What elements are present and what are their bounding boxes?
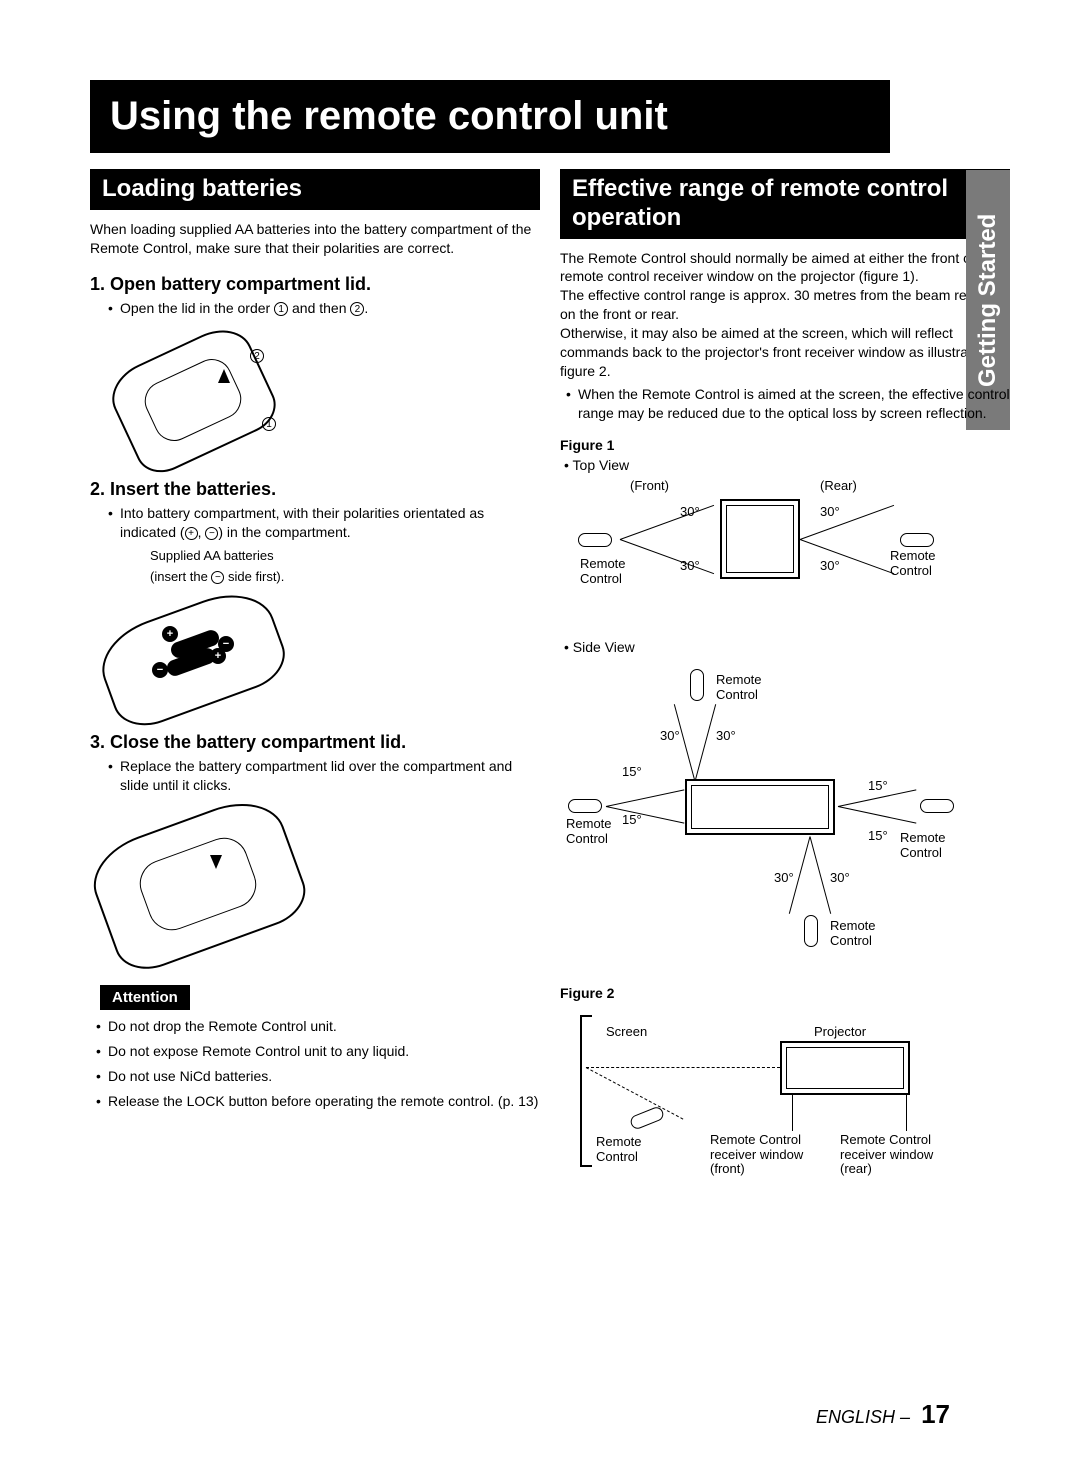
step2-caption2: (insert the − side first).	[90, 569, 540, 586]
tv-rear: (Rear)	[820, 479, 857, 494]
figure1-topview: (Front) (Rear) 30° 30° 30° 30° Remote Co…	[560, 479, 1010, 629]
f2-rc: Remote Control	[596, 1135, 656, 1165]
step2-bullet: Into battery compartment, with their pol…	[90, 504, 540, 542]
step2-text-c: ) in the compartment.	[218, 524, 350, 540]
step1-title: 1. Open battery compartment lid.	[90, 274, 540, 295]
step2-title: 2. Insert the batteries.	[90, 479, 540, 500]
f2-rcv-rear: Remote Control receiver window (rear)	[840, 1133, 950, 1178]
range-bullet: When the Remote Control is aimed at the …	[560, 385, 1010, 423]
f2-screen: Screen	[606, 1025, 647, 1040]
sv-30-3: 30°	[774, 871, 794, 886]
page-footer: ENGLISH – 17	[816, 1399, 950, 1430]
figure2-label: Figure 2	[560, 985, 1010, 1001]
diagram1-marker-1: 1	[262, 417, 276, 431]
attention-item-3: Release the LOCK button before operating…	[90, 1091, 540, 1112]
left-column: Loading batteries When loading supplied …	[90, 169, 540, 1191]
circled-2: 2	[350, 302, 364, 316]
step1-bullet: Open the lid in the order 1 and then 2.	[90, 299, 540, 318]
attention-item-2: Do not use NiCd batteries.	[90, 1066, 540, 1087]
circled-minus-cap: −	[211, 571, 224, 584]
attention-item-0: Do not drop the Remote Control unit.	[90, 1016, 540, 1037]
topview-label: • Top View	[564, 457, 1010, 473]
figure2-diagram: Screen Projector Remote Control Remote C…	[560, 1001, 1010, 1191]
sv-rc-top: Remote Control	[716, 673, 776, 703]
f2-projector: Projector	[814, 1025, 866, 1040]
sv-rc-right: Remote Control	[900, 831, 960, 861]
range-intro2: The effective control range is approx. 3…	[560, 286, 1010, 324]
sv-30-4: 30°	[830, 871, 850, 886]
sideview-label: • Side View	[564, 639, 1010, 655]
step2-caption1: Supplied AA batteries	[90, 548, 540, 565]
step1-text-a: Open the lid in the order	[120, 300, 274, 316]
tv-rc-left: Remote Control	[580, 557, 640, 587]
sv-15-4: 15°	[868, 829, 888, 844]
step1-text-c: .	[364, 300, 368, 316]
sv-rc-left: Remote Control	[566, 817, 626, 847]
step2-cap2-a: (insert the	[150, 569, 211, 584]
tv-30-1: 30°	[680, 505, 700, 520]
diagram-close-lid	[96, 805, 316, 965]
circled-minus: −	[205, 527, 218, 540]
step3-bullet: Replace the battery compartment lid over…	[90, 757, 540, 795]
loading-intro: When loading supplied AA batteries into …	[90, 220, 540, 258]
right-column: Effective range of remote control operat…	[560, 169, 1010, 1191]
step1-text-b: and then	[288, 300, 350, 316]
sv-rc-bottom: Remote Control	[830, 919, 890, 949]
diagram-open-lid: 2 1	[110, 327, 290, 467]
circled-1: 1	[274, 302, 288, 316]
page-main-title: Using the remote control unit	[90, 80, 890, 153]
figure1-label: Figure 1	[560, 437, 1010, 453]
diagram1-marker-2: 2	[250, 349, 264, 363]
sv-30-1: 30°	[660, 729, 680, 744]
footer-language: ENGLISH –	[816, 1407, 910, 1427]
attention-item-1: Do not expose Remote Control unit to any…	[90, 1041, 540, 1062]
section-loading-batteries: Loading batteries	[90, 169, 540, 210]
range-intro1: The Remote Control should normally be ai…	[560, 249, 1010, 287]
diagram-insert-batteries: + − − +	[100, 590, 300, 720]
f2-rcv-front: Remote Control receiver window (front)	[710, 1133, 820, 1178]
step3-title: 3. Close the battery compartment lid.	[90, 732, 540, 753]
figure1-sideview: Remote Control 30° 30° Remote Control 15…	[560, 661, 1010, 971]
sv-15-3: 15°	[868, 779, 888, 794]
tv-rc-right: Remote Control	[890, 549, 950, 579]
step2-cap2-b: side first).	[224, 569, 284, 584]
range-intro3: Otherwise, it may also be aimed at the s…	[560, 324, 1010, 381]
tv-30-4: 30°	[820, 559, 840, 574]
sv-15-2: 15°	[622, 813, 642, 828]
step2-text-b: ,	[198, 524, 206, 540]
step3-text: Replace the battery compartment lid over…	[120, 758, 512, 793]
tv-30-3: 30°	[820, 505, 840, 520]
sv-15-1: 15°	[622, 765, 642, 780]
circled-plus: +	[185, 527, 198, 540]
footer-page: 17	[921, 1399, 950, 1429]
sv-30-2: 30°	[716, 729, 736, 744]
tv-30-2: 30°	[680, 559, 700, 574]
attention-badge: Attention	[100, 985, 190, 1010]
range-bullet-text: When the Remote Control is aimed at the …	[578, 386, 1010, 421]
section-effective-range: Effective range of remote control operat…	[560, 169, 1010, 239]
tv-front: (Front)	[630, 479, 669, 494]
attention-list: Do not drop the Remote Control unit. Do …	[90, 1016, 540, 1112]
